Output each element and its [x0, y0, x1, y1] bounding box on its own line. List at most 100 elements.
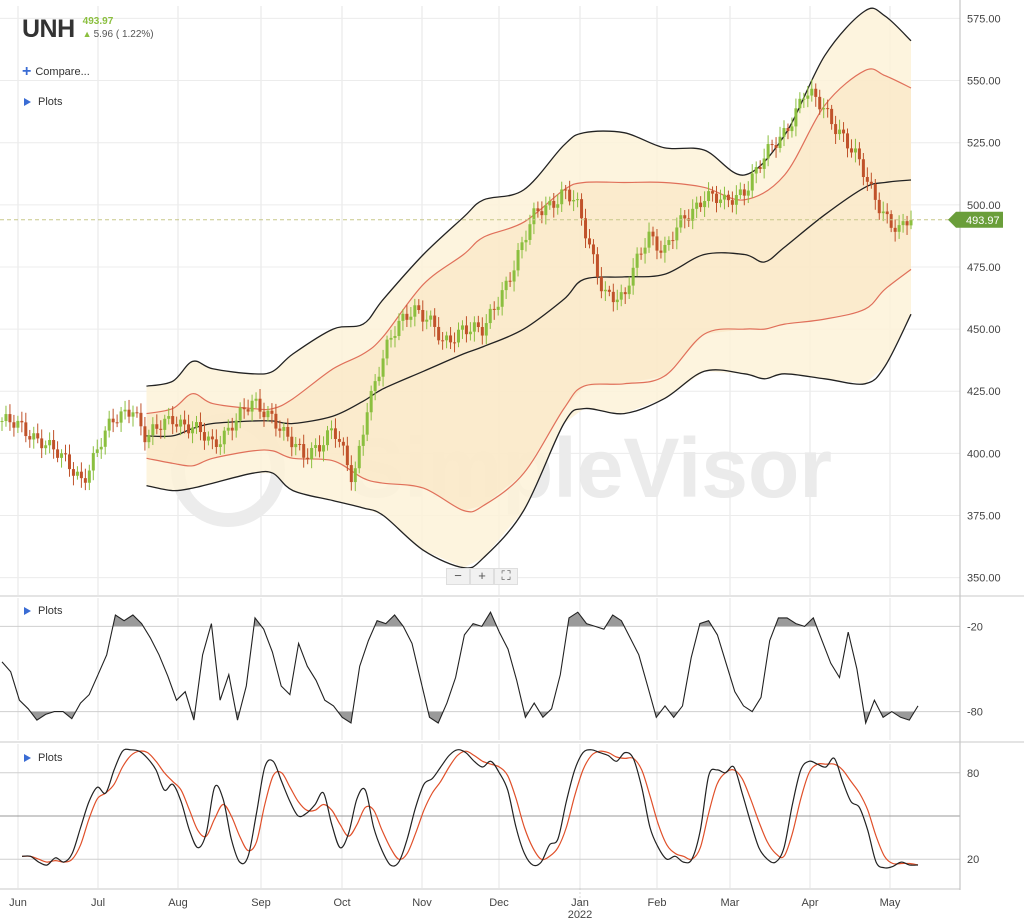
- candle-body: [484, 323, 488, 336]
- candle-body: [786, 128, 790, 132]
- triangle-right-icon: [24, 98, 31, 106]
- candle-body: [286, 426, 290, 437]
- candle-body: [603, 289, 607, 292]
- candle-body: [568, 189, 572, 202]
- candle-body: [456, 329, 460, 343]
- candle-body: [159, 428, 163, 430]
- candle-body: [889, 214, 893, 228]
- candle-body: [393, 336, 397, 338]
- plots-toggle-indicator-1[interactable]: Plots: [24, 605, 62, 617]
- candle-body: [838, 129, 842, 135]
- candle-body: [909, 219, 913, 226]
- candle-body: [584, 218, 588, 239]
- candle-body: [587, 238, 591, 245]
- candle-body: [544, 205, 548, 216]
- candle-body: [734, 195, 738, 205]
- candle-body: [111, 418, 115, 423]
- candle-body: [480, 327, 484, 336]
- candle-body: [12, 422, 16, 428]
- candle-body: [834, 124, 838, 135]
- candle-body: [814, 88, 818, 97]
- stochastic-tick-label: 80: [967, 768, 979, 780]
- candle-body: [83, 478, 87, 483]
- chart-header: UNH 493.97 ▲ 5.96 ( 1.22%): [22, 14, 154, 44]
- candle-body: [715, 193, 719, 203]
- month-tick-label: Sep: [251, 897, 271, 909]
- candle-body: [472, 322, 476, 332]
- price-tick-label: 525.00: [967, 138, 1001, 150]
- arrow-up-icon: ▲: [82, 29, 92, 39]
- candle-body: [425, 319, 429, 322]
- candle-body: [865, 177, 869, 182]
- stochastic-k-line: [21, 748, 919, 869]
- candle-body: [611, 291, 615, 303]
- candle-body: [103, 430, 107, 447]
- candle-body: [746, 190, 750, 196]
- fullscreen-icon[interactable]: ⛶: [494, 568, 518, 585]
- zoom-in-button[interactable]: +: [470, 568, 494, 585]
- candle-body: [163, 418, 167, 430]
- candle-body: [774, 145, 778, 148]
- candle-body: [389, 337, 393, 340]
- candle-body: [254, 398, 258, 401]
- candle-body: [822, 108, 826, 110]
- compare-button[interactable]: + Compare...: [22, 64, 90, 80]
- candle-body: [139, 412, 143, 427]
- candle-body: [441, 340, 445, 342]
- candle-body: [433, 315, 437, 327]
- candle-body: [206, 436, 210, 441]
- candle-body: [842, 129, 846, 134]
- candle-body: [318, 445, 322, 452]
- price-tick-label: 450.00: [967, 324, 1001, 336]
- outer-lower-band: [146, 313, 912, 569]
- month-tick-label: Jul: [91, 897, 105, 909]
- candle-body: [397, 320, 401, 337]
- candle-body: [131, 412, 135, 417]
- candle-body: [365, 412, 369, 435]
- candle-body: [147, 435, 151, 443]
- candle-body: [453, 342, 457, 344]
- candle-body: [846, 133, 850, 149]
- candle-body: [44, 445, 48, 449]
- candle-body: [67, 454, 71, 470]
- axis-labels: 493.97 575.00 550.00 525.00 500.00 475.00 450.…: [9, 13, 1003, 918]
- candle-body: [258, 398, 262, 412]
- candle-body: [651, 231, 655, 237]
- candle-body: [659, 250, 663, 253]
- candle-body: [488, 308, 492, 324]
- candle-body: [758, 167, 762, 169]
- candle-body: [95, 449, 99, 453]
- candle-body: [282, 426, 286, 431]
- candle-body: [278, 428, 282, 431]
- candle-body: [361, 434, 365, 446]
- candle-body: [679, 215, 683, 228]
- candle-body: [369, 390, 373, 413]
- zoom-out-button[interactable]: −: [446, 568, 470, 585]
- candle-body: [214, 439, 218, 448]
- candle-body: [520, 242, 524, 251]
- candle-body: [298, 443, 302, 445]
- candle-body: [234, 420, 238, 431]
- candle-body: [337, 438, 341, 442]
- candle-body: [778, 136, 782, 148]
- candle-body: [238, 407, 242, 421]
- plots-toggle-indicator-2[interactable]: Plots: [24, 752, 62, 764]
- candle-body: [333, 428, 337, 439]
- candle-body: [373, 381, 377, 391]
- candle-body: [806, 95, 810, 99]
- panel-frames: [0, 0, 1024, 890]
- candle-body: [405, 313, 409, 320]
- plots-toggle-main[interactable]: Plots: [24, 96, 62, 108]
- price-tick-label: 550.00: [967, 76, 1001, 88]
- candle-body: [861, 159, 865, 178]
- candle-body: [830, 108, 834, 125]
- month-tick-label: Oct: [333, 897, 350, 909]
- candle-body: [905, 221, 909, 226]
- candle-body: [52, 439, 56, 450]
- price-change-value: 5.96 ( 1.22%): [93, 29, 154, 40]
- candle-body: [191, 427, 195, 434]
- candle-body: [683, 215, 687, 219]
- last-price: 493.97: [82, 16, 114, 27]
- candle-body: [179, 419, 183, 427]
